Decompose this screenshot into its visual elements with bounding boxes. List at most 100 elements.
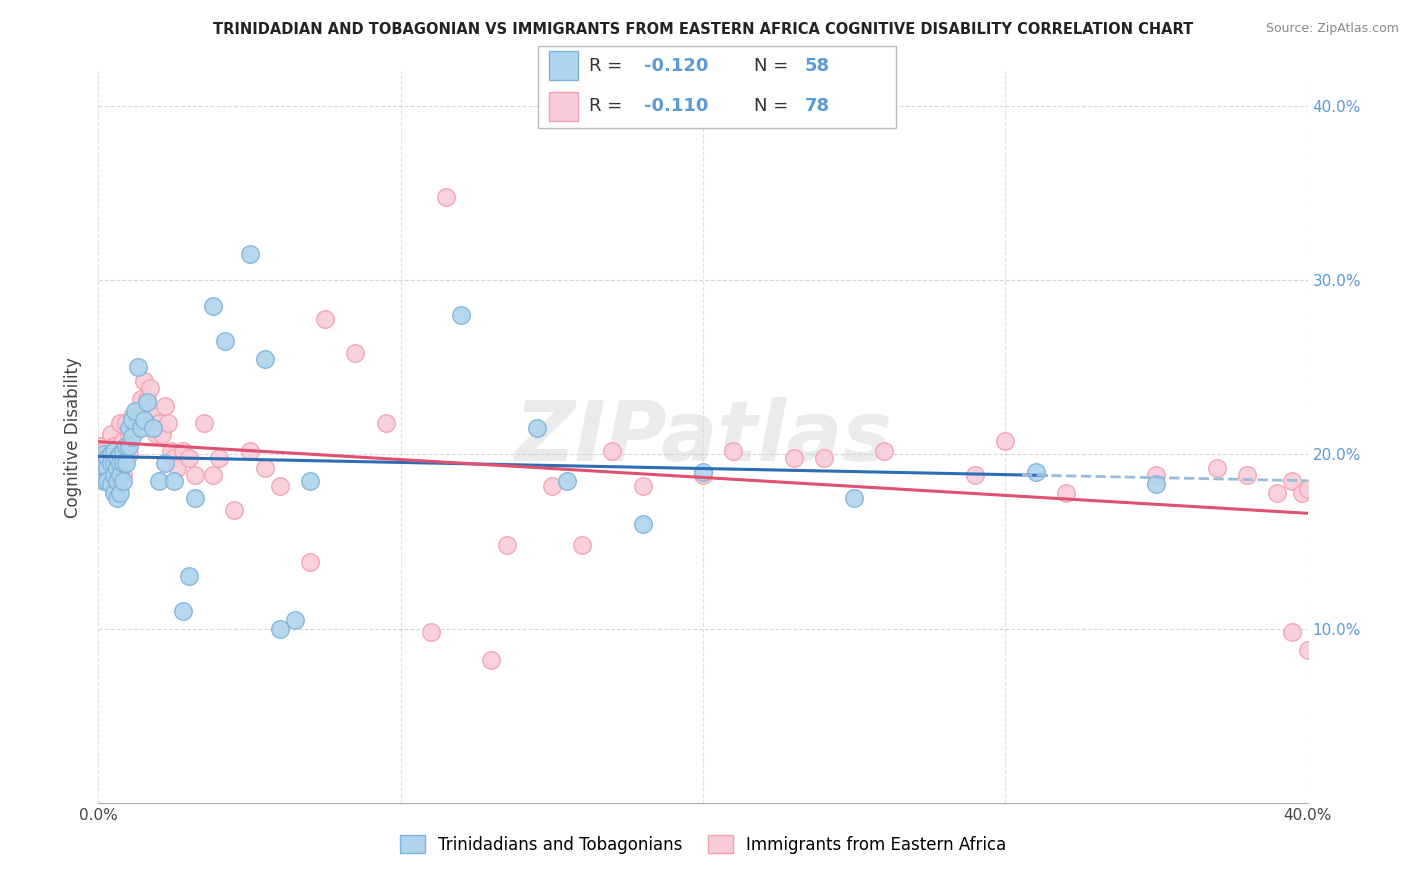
Point	[114, 439, 136, 453]
Point	[1236, 468, 1258, 483]
Point	[526, 421, 548, 435]
Text: TRINIDADIAN AND TOBAGONIAN VS IMMIGRANTS FROM EASTERN AFRICA COGNITIVE DISABILIT: TRINIDADIAN AND TOBAGONIAN VS IMMIGRANTS…	[212, 22, 1194, 37]
Point	[96, 450, 118, 465]
Point	[224, 503, 246, 517]
Point	[118, 448, 141, 462]
Text: N =: N =	[754, 97, 793, 115]
Point	[105, 491, 128, 505]
Point	[1296, 483, 1319, 497]
Point	[299, 474, 322, 488]
Point	[93, 474, 115, 488]
Point	[108, 456, 131, 470]
Point	[93, 461, 115, 475]
Point	[100, 426, 122, 441]
Point	[160, 444, 183, 458]
Point	[105, 461, 128, 475]
Point	[239, 444, 262, 458]
Point	[153, 399, 176, 413]
Point	[481, 653, 503, 667]
Point	[114, 456, 136, 470]
Point	[540, 479, 562, 493]
Point	[114, 416, 136, 430]
Point	[103, 456, 125, 470]
Point	[723, 444, 745, 458]
Y-axis label: Cognitive Disability: Cognitive Disability	[65, 357, 83, 517]
Point	[193, 416, 215, 430]
Point	[111, 456, 134, 470]
Point	[1296, 642, 1319, 657]
Point	[994, 434, 1017, 448]
Point	[118, 421, 141, 435]
Point	[103, 444, 125, 458]
Point	[124, 404, 146, 418]
Point	[103, 474, 125, 488]
Point	[148, 416, 170, 430]
Point	[103, 456, 125, 470]
Point	[114, 439, 136, 453]
Point	[93, 448, 115, 462]
Point	[100, 456, 122, 470]
FancyBboxPatch shape	[548, 52, 578, 80]
Point	[129, 392, 152, 406]
Point	[1024, 465, 1046, 479]
Point	[111, 434, 134, 448]
Point	[202, 300, 225, 314]
Point	[108, 456, 131, 470]
Point	[103, 485, 125, 500]
Point	[96, 448, 118, 462]
Text: 58: 58	[804, 57, 830, 75]
Point	[495, 538, 517, 552]
Text: Source: ZipAtlas.com: Source: ZipAtlas.com	[1265, 22, 1399, 36]
Point	[450, 308, 472, 322]
Point	[156, 416, 179, 430]
Point	[1281, 625, 1303, 640]
Point	[90, 456, 112, 470]
FancyBboxPatch shape	[548, 92, 578, 120]
Point	[602, 444, 624, 458]
Point	[100, 477, 122, 491]
Point	[111, 444, 134, 458]
Point	[783, 450, 806, 465]
Point	[172, 444, 194, 458]
Point	[124, 416, 146, 430]
Point	[118, 426, 141, 441]
Point	[150, 426, 173, 441]
Point	[129, 421, 152, 435]
Point	[239, 247, 262, 261]
Point	[105, 474, 128, 488]
Point	[1144, 477, 1167, 491]
Point	[135, 392, 157, 406]
Point	[100, 456, 122, 470]
FancyBboxPatch shape	[538, 46, 896, 128]
Point	[1281, 474, 1303, 488]
Point	[166, 461, 188, 475]
Point	[103, 468, 125, 483]
Point	[184, 491, 207, 505]
Point	[142, 421, 165, 435]
Point	[184, 468, 207, 483]
Point	[1054, 485, 1077, 500]
Point	[108, 468, 131, 483]
Text: R =: R =	[589, 97, 628, 115]
Point	[420, 625, 443, 640]
Point	[1144, 468, 1167, 483]
Point	[108, 485, 131, 500]
Text: 78: 78	[804, 97, 830, 115]
Point	[108, 448, 131, 462]
Point	[90, 468, 112, 483]
Point	[284, 613, 307, 627]
Point	[1206, 461, 1229, 475]
Point	[214, 334, 236, 349]
Point	[1291, 485, 1313, 500]
Point	[111, 468, 134, 483]
Point	[631, 479, 654, 493]
Point	[100, 448, 122, 462]
Point	[145, 426, 167, 441]
Point	[121, 412, 143, 426]
Point	[299, 556, 322, 570]
Point	[965, 468, 987, 483]
Point	[108, 416, 131, 430]
Point	[844, 491, 866, 505]
Point	[631, 517, 654, 532]
Point	[269, 479, 291, 493]
